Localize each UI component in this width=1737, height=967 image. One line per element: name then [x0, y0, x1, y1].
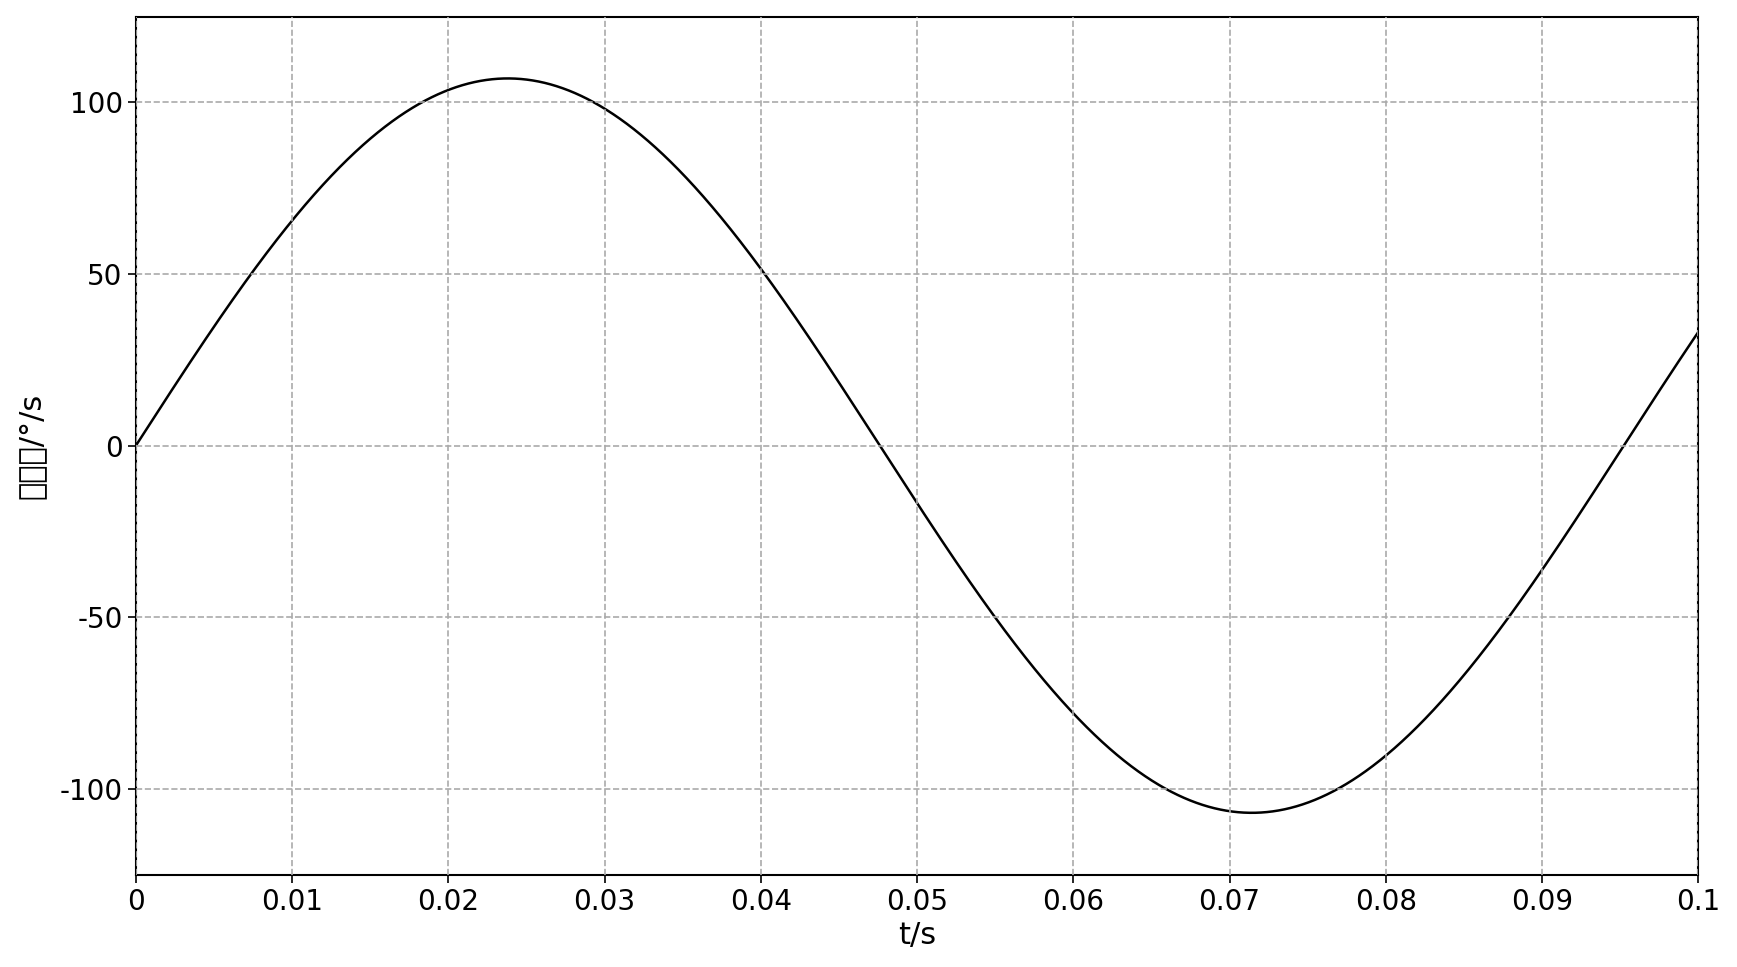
Y-axis label: 角速率/°/s: 角速率/°/s	[17, 393, 45, 499]
X-axis label: t/s: t/s	[898, 922, 936, 951]
